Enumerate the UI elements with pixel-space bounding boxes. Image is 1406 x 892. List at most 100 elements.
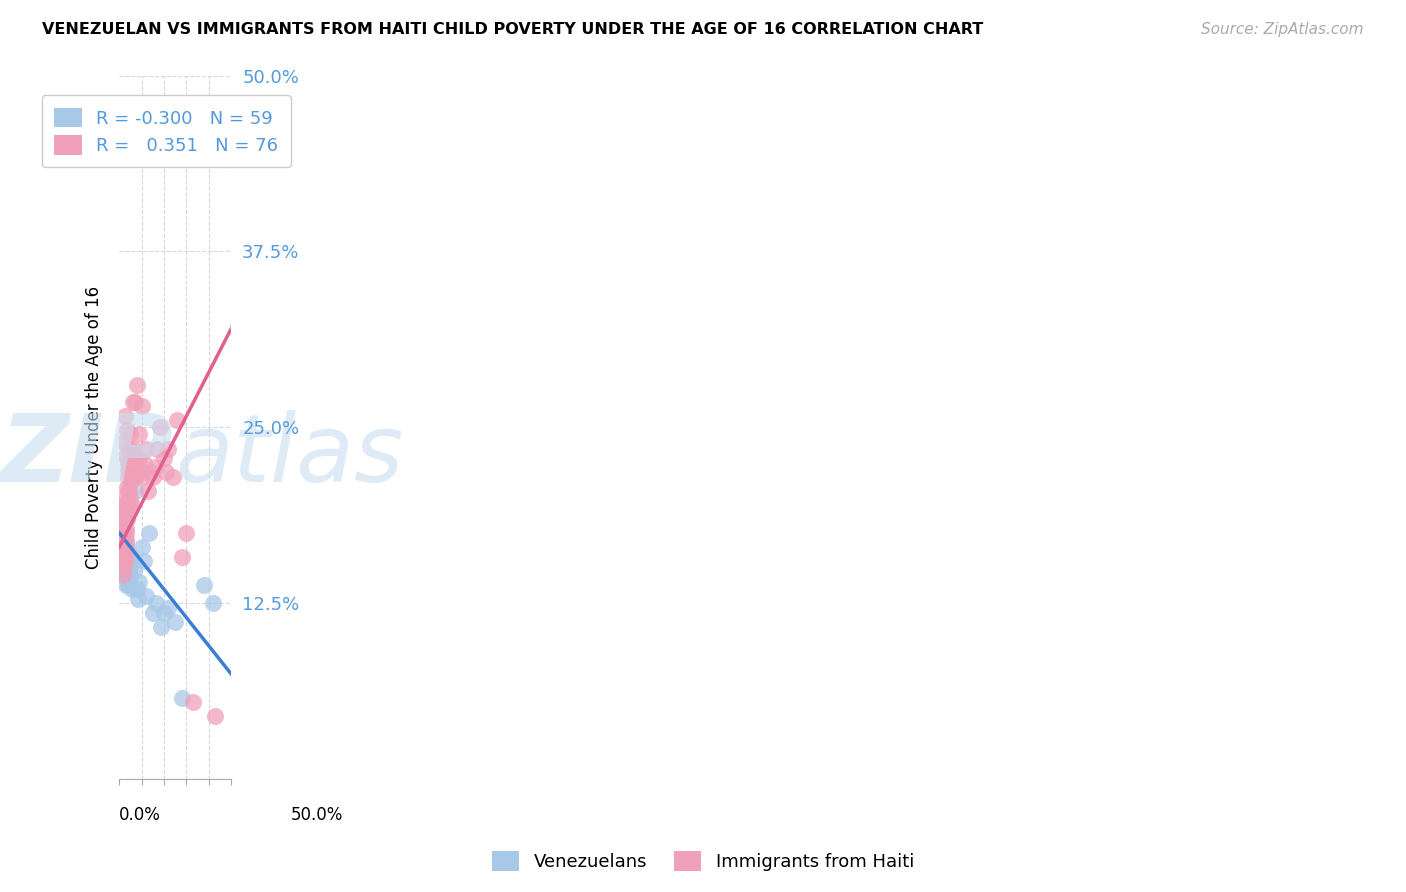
Point [112,544,135,558]
Point [112,519,135,533]
Point [114,568,136,582]
Point [127,466,149,480]
Point [157,442,180,456]
Point [204,709,226,723]
Point [110,533,132,547]
Point [115,533,138,547]
Text: atlas: atlas [176,410,404,501]
Point [120,427,142,442]
Y-axis label: Child Poverty Under the Age of 16: Child Poverty Under the Age of 16 [86,286,103,569]
Point [115,498,138,512]
Point [148,420,170,434]
Point [112,549,135,564]
Point [112,554,135,568]
Point [112,508,135,522]
Point [114,547,136,561]
Text: 50.0%: 50.0% [291,806,343,824]
Point [124,469,146,483]
Point [138,526,160,541]
Point [129,469,152,483]
Point [117,578,139,592]
Point [128,451,150,466]
Point [114,561,136,575]
Point [111,547,134,561]
Point [115,536,138,550]
Point [112,536,135,550]
Point [170,690,193,705]
Point [138,483,160,498]
Text: VENEZUELAN VS IMMIGRANTS FROM HAITI CHILD POVERTY UNDER THE AGE OF 16 CORRELATIO: VENEZUELAN VS IMMIGRANTS FROM HAITI CHIL… [42,22,983,37]
Point [114,554,136,568]
Point [115,549,138,564]
Point [176,526,198,541]
Point [139,466,162,480]
Point [115,568,138,582]
Point [135,590,157,604]
Point [111,498,134,512]
Point [125,449,148,463]
Point [118,483,141,498]
Point [111,530,134,544]
Point [114,409,136,424]
Text: ZIP: ZIP [0,409,173,501]
Point [111,568,134,582]
Point [118,456,141,470]
Point [114,564,136,578]
Point [127,582,149,597]
Point [110,526,132,541]
Point [117,547,139,561]
Point [114,554,136,568]
Point [112,512,135,526]
Point [127,378,149,392]
Point [142,607,165,621]
Point [153,451,176,466]
Point [124,483,146,498]
Point [143,459,166,474]
Point [124,395,146,409]
Point [112,561,135,575]
Point [121,442,143,456]
Point [117,483,139,498]
Point [117,456,139,470]
Point [121,395,143,409]
Point [115,578,138,592]
Point [118,498,141,512]
Point [153,607,176,621]
Point [135,442,157,456]
Point [110,512,132,526]
Point [121,498,143,512]
Legend: R = -0.300   N = 59, R =   0.351   N = 76: R = -0.300 N = 59, R = 0.351 N = 76 [42,95,291,168]
Point [114,547,136,561]
Point [128,575,150,590]
Point [120,469,142,483]
Point [122,456,145,470]
Point [149,620,172,634]
Point [145,596,167,610]
Point [127,456,149,470]
Point [118,575,141,590]
Point [112,533,135,547]
Point [121,554,143,568]
Point [117,469,139,483]
Point [112,526,135,541]
Point [132,456,155,470]
Point [181,695,204,709]
Point [114,522,136,536]
Point [114,502,136,516]
Point [111,536,134,550]
Point [127,592,149,607]
Point [112,530,135,544]
Point [118,466,141,480]
Point [121,582,143,597]
Point [114,530,136,544]
Text: 0.0%: 0.0% [120,806,162,824]
Point [115,554,138,568]
Point [111,512,134,526]
Point [115,526,138,541]
Point [110,554,132,568]
Point [115,498,138,512]
Point [111,554,134,568]
Point [120,568,142,582]
Point [112,554,135,568]
Point [115,423,138,437]
